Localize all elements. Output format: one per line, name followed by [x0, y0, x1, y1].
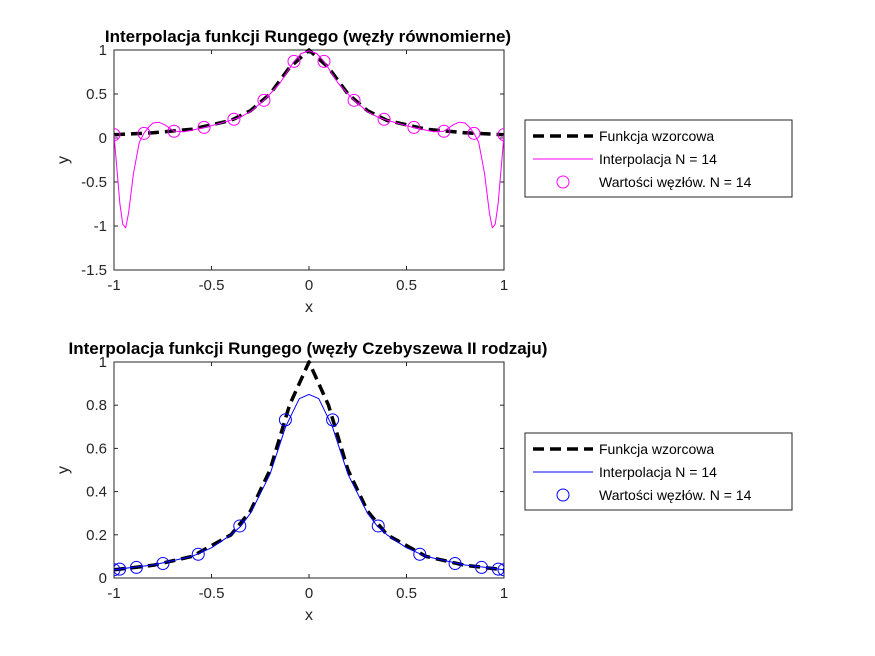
chart-1: -1 -0.5 0 0.5 1-1.5-1-0.500.51xyInterpolacja… [55, 27, 793, 316]
legend-label: Funkcja wzorcowa [599, 128, 714, 144]
node-marker [497, 563, 504, 577]
y-tick-label: 0.4 [86, 484, 107, 501]
node-marker [287, 54, 301, 68]
y-tick-label: -1.5 [81, 262, 107, 279]
reference-function-line [114, 48, 504, 137]
node-marker [114, 562, 127, 576]
plot-area [114, 48, 504, 229]
node-marker [114, 128, 121, 142]
x-tick-label: 0 [305, 277, 313, 294]
node-marker [377, 112, 391, 126]
legend-label: Interpolacja N = 14 [599, 151, 717, 167]
node-marker [407, 120, 421, 134]
y-axis-label: y [55, 156, 72, 164]
node-marker [257, 93, 271, 107]
node-marker [137, 126, 151, 140]
x-tick-label: 1 [500, 585, 508, 602]
chart-title: Interpolacja funkcji Rungego (węzły Czeb… [69, 339, 548, 358]
node-marker [491, 562, 504, 576]
axes-box [113, 49, 505, 271]
x-tick-label: 0.5 [396, 585, 417, 602]
y-tick-label: 0.6 [86, 440, 107, 457]
node-marker [467, 126, 481, 140]
node-marker [129, 560, 143, 574]
y-tick-label: 0.2 [86, 527, 107, 544]
y-tick-label: 0.5 [86, 86, 107, 103]
node-marker [197, 120, 211, 134]
legend-marker-icon [556, 175, 570, 189]
node-marker [448, 557, 462, 571]
y-tick-label: 0 [99, 570, 107, 587]
y-tick-label: 0.8 [86, 397, 107, 414]
x-tick-label: 0 [305, 585, 313, 602]
x-tick-label: 1 [500, 277, 508, 294]
node-marker [167, 124, 181, 138]
node-marker [317, 54, 331, 68]
node-marker [326, 413, 340, 427]
legend-label: Wartości węzłów. N = 14 [599, 487, 752, 503]
node-marker [233, 519, 247, 533]
x-tick-label: 0.5 [396, 277, 417, 294]
y-tick-label: 0 [99, 130, 107, 147]
x-axis-label: x [305, 299, 313, 316]
legend: Funkcja wzorcowa Interpolacja N = 14 Warto… [524, 119, 793, 198]
chart-2: -1 -0.5 0 0.5 1 0 0.2 0.4 0.6 0.8 1 x y Interpolacja … [55, 339, 793, 624]
y-tick-label: -0.5 [81, 174, 107, 191]
node-marker [413, 547, 427, 561]
node-marker [371, 519, 385, 533]
legend: Funkcja wzorcowa Interpolacja N = 14 Warto… [524, 432, 793, 511]
x-tick-label: -0.5 [199, 277, 225, 294]
plot-area [114, 360, 504, 577]
y-tick-label: 1 [99, 42, 107, 59]
y-axis-label: y [55, 466, 72, 474]
node-marker [191, 547, 205, 561]
interpolation-line [114, 393, 504, 571]
legend-label: Funkcja wzorcowa [599, 441, 714, 457]
node-marker [497, 128, 504, 142]
node-marker [347, 93, 361, 107]
legend-marker-icon [556, 488, 570, 502]
x-tick-label: -0.5 [199, 585, 225, 602]
x-axis-label: x [305, 607, 313, 624]
legend-label: Wartości węzłów. N = 14 [599, 174, 752, 190]
node-marker [437, 124, 451, 138]
axes-box [113, 361, 505, 579]
interpolation-line [114, 50, 504, 229]
x-tick-label: -1 [107, 585, 120, 602]
node-marker [114, 563, 121, 577]
legend-box [524, 119, 793, 198]
node-marker [227, 112, 241, 126]
x-tick-label: -1 [107, 277, 120, 294]
node-marker [475, 560, 489, 574]
node-marker [278, 413, 292, 427]
legend-label: Interpolacja N = 14 [599, 464, 717, 480]
reference-function-line [114, 360, 504, 572]
y-tick-label: -1 [94, 218, 107, 235]
y-tick-label: 1 [99, 354, 107, 371]
node-marker [156, 557, 170, 571]
chart-title: Interpolacja funkcji Rungego (węzły równ… [105, 27, 511, 46]
